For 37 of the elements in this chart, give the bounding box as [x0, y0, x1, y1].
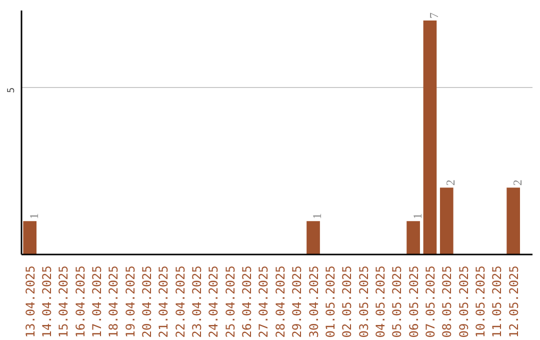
x-tick-label: 26.04.2025 [240, 265, 254, 338]
x-tick-label: 02.05.2025 [340, 265, 354, 338]
data-label: 7 [426, 12, 441, 19]
data-label: 1 [26, 213, 41, 220]
x-tick-label: 01.05.2025 [323, 265, 338, 338]
x-tick-label: 24.04.2025 [206, 265, 221, 338]
x-tick-label: 22.04.2025 [173, 265, 188, 338]
x-tick-label: 23.04.2025 [190, 265, 204, 338]
data-label: 1 [310, 213, 324, 220]
x-tick-label: 16.04.2025 [73, 265, 88, 338]
x-tick-label: 10.05.2025 [473, 265, 488, 338]
x-tick-label: 25.04.2025 [223, 265, 238, 338]
x-tick-label: 18.04.2025 [106, 265, 121, 338]
x-tick-label: 07.05.2025 [423, 265, 438, 338]
x-tick-label: 14.04.2025 [40, 265, 54, 338]
x-tick-label: 04.05.2025 [373, 265, 388, 338]
x-tick-label: 06.05.2025 [406, 265, 421, 338]
x-tick-label: 09.05.2025 [456, 265, 471, 338]
data-label: 2 [510, 180, 524, 186]
x-tick-label: 29.04.2025 [290, 265, 304, 338]
x-tick-label: 15.04.2025 [56, 265, 71, 338]
x-tick-label: 05.05.2025 [390, 265, 404, 338]
x-tick-label: 03.05.2025 [356, 265, 371, 338]
x-tick-label: 27.04.2025 [256, 265, 271, 338]
x-tick-label: 30.04.2025 [306, 265, 321, 338]
x-tick-label: 17.04.2025 [90, 265, 104, 338]
data-label: 1 [410, 213, 424, 220]
x-tick-label: 13.04.2025 [23, 265, 38, 338]
x-tick-label: 08.05.2025 [440, 265, 454, 338]
x-tick-label: 12.05.2025 [506, 265, 521, 338]
y-tick-label: 5 [6, 87, 17, 93]
x-tick-label: 19.04.2025 [123, 265, 138, 338]
x-tick-label: 20.04.2025 [140, 265, 154, 338]
x-tick-label: 28.04.2025 [273, 265, 288, 338]
x-tick-label: 21.04.2025 [156, 265, 171, 338]
x-tick-label: 11.05.2025 [490, 265, 504, 338]
data-label: 2 [444, 180, 458, 186]
